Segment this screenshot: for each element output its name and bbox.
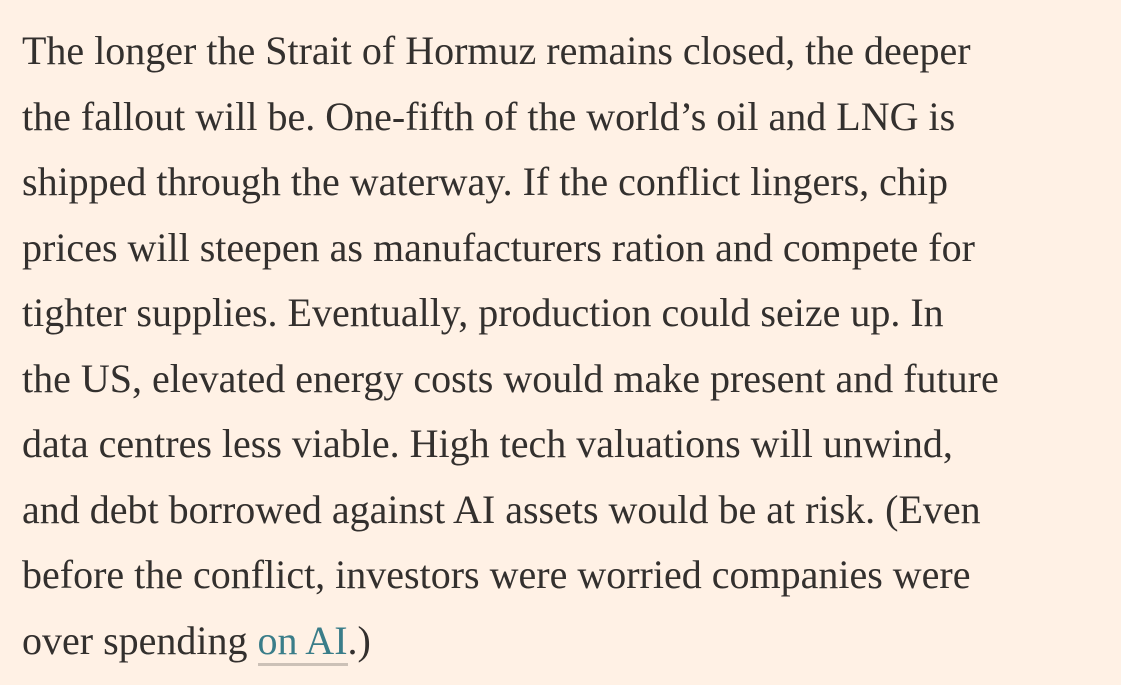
- paragraph-line: prices will steepen as manufacturers rat…: [22, 224, 975, 270]
- paragraph-line: The longer the Strait of Hormuz remains …: [22, 28, 971, 73]
- paragraph-line: the US, elevated energy costs would make…: [22, 355, 999, 401]
- paragraph-line: before the conflict, investors were worr…: [22, 552, 971, 597]
- paragraph-line: shipped through the waterway. If the con…: [22, 159, 949, 204]
- paragraph-line: data centres less viable. High tech valu…: [22, 421, 953, 466]
- on-ai-link[interactable]: on AI: [257, 617, 348, 666]
- paragraph-last-line: over spending on AI.): [22, 608, 999, 674]
- article-paragraph: The longer the Strait of Hormuz remains …: [22, 18, 999, 673]
- text-after-link: .): [347, 617, 371, 663]
- paragraph-line: tighter supplies. Eventually, production…: [22, 290, 944, 335]
- paragraph-line: and debt borrowed against AI assets woul…: [22, 486, 981, 532]
- paragraph-line: the fallout will be. One-fifth of the wo…: [22, 93, 956, 139]
- text-before-link: over spending: [22, 617, 258, 663]
